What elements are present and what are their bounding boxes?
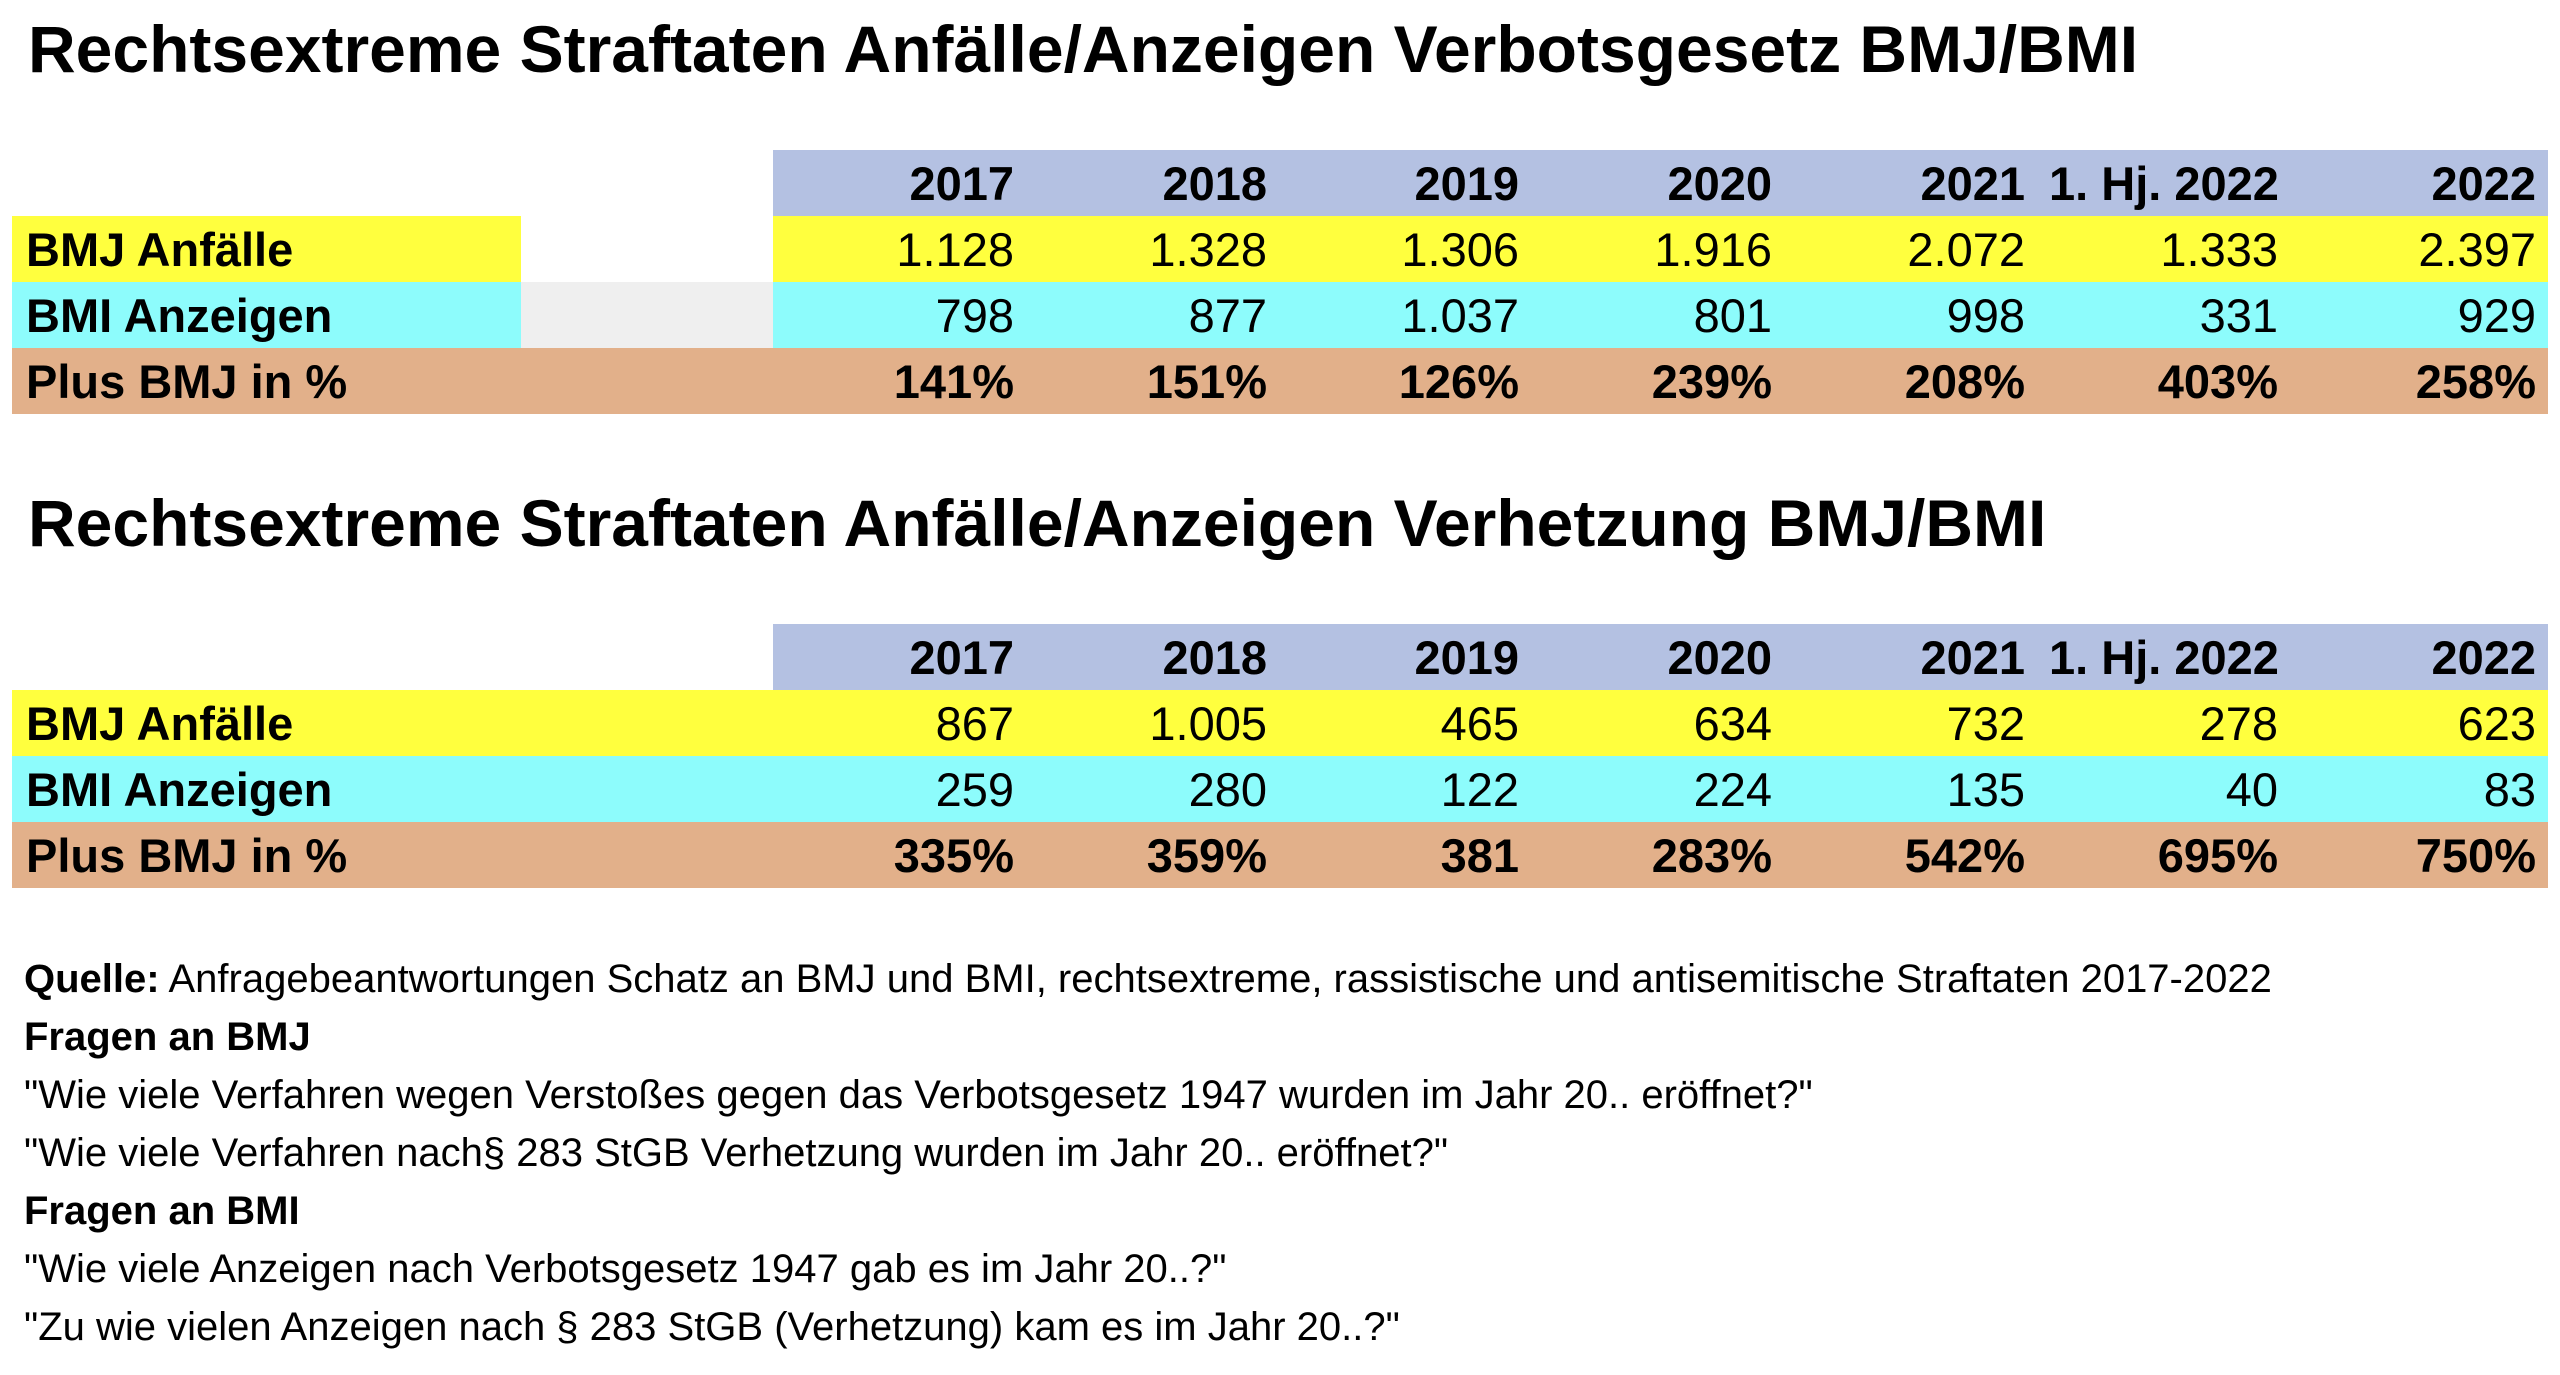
header-blank — [12, 624, 521, 690]
table-cell: 1.128 — [773, 216, 1026, 282]
source-text: Anfragebeantwortungen Schatz an BMJ und … — [159, 957, 2272, 1001]
table-row: Plus BMJ in % 335% 359% 381 283% 542% 69… — [12, 822, 2548, 888]
bmi-heading-text: Fragen an BMI — [24, 1189, 300, 1233]
bmj-heading-text: Fragen an BMJ — [24, 1015, 311, 1059]
row-label: BMJ Anfälle — [12, 690, 521, 756]
table-cell: 283% — [1531, 822, 1784, 888]
table-cell: 732 — [1784, 690, 2037, 756]
table-cell: 542% — [1784, 822, 2037, 888]
table-cell: 877 — [1026, 282, 1279, 348]
gap-cell — [521, 690, 773, 756]
verbotsgesetz-table: 2017 2018 2019 2020 2021 1. Hj. 2022 202… — [12, 150, 2548, 414]
gap-cell — [521, 348, 773, 414]
bmi-question: "Wie viele Anzeigen nach Verbotsgesetz 1… — [24, 1247, 1227, 1291]
table-row: BMJ Anfälle 867 1.005 465 634 732 278 62… — [12, 690, 2548, 756]
table2-title: Rechtsextreme Straftaten Anfälle/Anzeige… — [28, 486, 2047, 560]
header-year: 1. Hj. 2022 — [2037, 624, 2290, 690]
table-cell: 465 — [1279, 690, 1531, 756]
table-cell: 239% — [1531, 348, 1784, 414]
table-row: Plus BMJ in % 141% 151% 126% 239% 208% 4… — [12, 348, 2548, 414]
table-cell: 331 — [2037, 282, 2290, 348]
header-year: 2022 — [2290, 624, 2548, 690]
table-cell: 634 — [1531, 690, 1784, 756]
table-cell: 1.005 — [1026, 690, 1279, 756]
header-year: 2018 — [1026, 624, 1279, 690]
header-blank — [521, 624, 773, 690]
table-cell: 259 — [773, 756, 1026, 822]
table-cell: 126% — [1279, 348, 1531, 414]
table-cell: 2.072 — [1784, 216, 2037, 282]
table-cell: 258% — [2290, 348, 2548, 414]
table-cell: 278 — [2037, 690, 2290, 756]
table-cell: 998 — [1784, 282, 2037, 348]
table-cell: 280 — [1026, 756, 1279, 822]
gap-cell — [521, 822, 773, 888]
bmj-question: "Wie viele Verfahren wegen Verstoßes geg… — [24, 1073, 1813, 1117]
source-line: Quelle: Anfragebeantwortungen Schatz an … — [24, 950, 2272, 1008]
bmj-questions-heading: Fragen an BMJ — [24, 1008, 2272, 1066]
bmj-question: "Wie viele Verfahren nach§ 283 StGB Verh… — [24, 1131, 1449, 1175]
header-year: 2022 — [2290, 150, 2548, 216]
bmi-questions-heading: Fragen an BMI — [24, 1182, 2272, 1240]
source-notes: Quelle: Anfragebeantwortungen Schatz an … — [24, 950, 2272, 1356]
table-row: BMI Anzeigen 798 877 1.037 801 998 331 9… — [12, 282, 2548, 348]
header-year: 2019 — [1279, 624, 1531, 690]
table-cell: 1.306 — [1279, 216, 1531, 282]
table-cell: 40 — [2037, 756, 2290, 822]
header-year: 2017 — [773, 150, 1026, 216]
table-header-row: 2017 2018 2019 2020 2021 1. Hj. 2022 202… — [12, 150, 2548, 216]
row-label: BMI Anzeigen — [12, 756, 521, 822]
verhetzung-table: 2017 2018 2019 2020 2021 1. Hj. 2022 202… — [12, 624, 2548, 888]
table-cell: 224 — [1531, 756, 1784, 822]
table-cell: 141% — [773, 348, 1026, 414]
row-label: Plus BMJ in % — [12, 822, 521, 888]
table1-title: Rechtsextreme Straftaten Anfälle/Anzeige… — [28, 12, 2139, 86]
table-cell: 83 — [2290, 756, 2548, 822]
table-cell: 403% — [2037, 348, 2290, 414]
row-label: BMI Anzeigen — [12, 282, 521, 348]
header-year: 2020 — [1531, 624, 1784, 690]
row-label: BMJ Anfälle — [12, 216, 521, 282]
header-year: 2020 — [1531, 150, 1784, 216]
table-cell: 1.328 — [1026, 216, 1279, 282]
header-year: 2021 — [1784, 150, 2037, 216]
row-label: Plus BMJ in % — [12, 348, 521, 414]
source-label: Quelle: — [24, 957, 160, 1001]
table-cell: 695% — [2037, 822, 2290, 888]
gap-cell — [521, 756, 773, 822]
header-year: 2018 — [1026, 150, 1279, 216]
table-cell: 335% — [773, 822, 1026, 888]
header-year: 2019 — [1279, 150, 1531, 216]
table-row: BMJ Anfälle 1.128 1.328 1.306 1.916 2.07… — [12, 216, 2548, 282]
table-cell: 1.037 — [1279, 282, 1531, 348]
header-year: 1. Hj. 2022 — [2037, 150, 2290, 216]
table-cell: 798 — [773, 282, 1026, 348]
table-cell: 750% — [2290, 822, 2548, 888]
table-cell: 359% — [1026, 822, 1279, 888]
table-cell: 801 — [1531, 282, 1784, 348]
table-cell: 151% — [1026, 348, 1279, 414]
bmi-question: "Zu wie vielen Anzeigen nach § 283 StGB … — [24, 1305, 1400, 1349]
gap-cell — [521, 282, 773, 348]
gap-cell — [521, 216, 773, 282]
table-cell: 623 — [2290, 690, 2548, 756]
header-year: 2021 — [1784, 624, 2037, 690]
table-cell: 122 — [1279, 756, 1531, 822]
table-cell: 135 — [1784, 756, 2037, 822]
header-year: 2017 — [773, 624, 1026, 690]
table-row: BMI Anzeigen 259 280 122 224 135 40 83 — [12, 756, 2548, 822]
table-header-row: 2017 2018 2019 2020 2021 1. Hj. 2022 202… — [12, 624, 2548, 690]
header-blank — [12, 150, 521, 216]
table-cell: 1.916 — [1531, 216, 1784, 282]
header-blank — [521, 150, 773, 216]
table-cell: 929 — [2290, 282, 2548, 348]
table-cell: 2.397 — [2290, 216, 2548, 282]
table-cell: 381 — [1279, 822, 1531, 888]
table-cell: 1.333 — [2037, 216, 2290, 282]
table-cell: 867 — [773, 690, 1026, 756]
table-cell: 208% — [1784, 348, 2037, 414]
